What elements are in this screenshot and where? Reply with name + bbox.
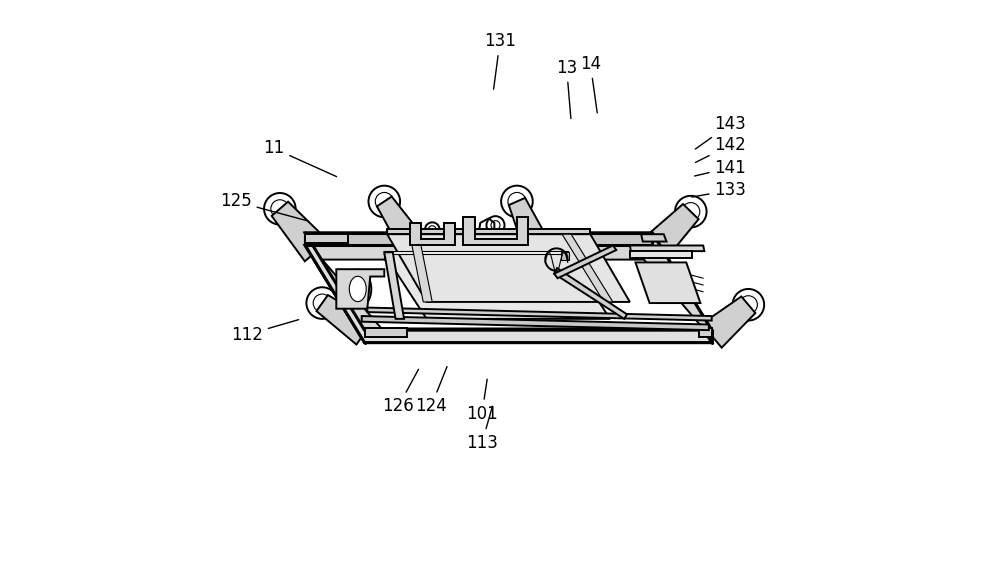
Polygon shape xyxy=(641,204,699,262)
Circle shape xyxy=(658,304,664,310)
Polygon shape xyxy=(384,254,610,319)
Polygon shape xyxy=(384,253,404,319)
Circle shape xyxy=(313,233,324,245)
Text: 113: 113 xyxy=(466,406,498,452)
Circle shape xyxy=(647,233,658,244)
Circle shape xyxy=(655,301,667,312)
Polygon shape xyxy=(635,262,700,303)
Circle shape xyxy=(549,267,562,280)
Polygon shape xyxy=(554,246,616,278)
Text: 125: 125 xyxy=(220,193,308,221)
Circle shape xyxy=(306,287,338,319)
Polygon shape xyxy=(410,223,455,246)
Circle shape xyxy=(372,327,383,339)
Circle shape xyxy=(570,287,588,306)
Polygon shape xyxy=(572,293,606,335)
Circle shape xyxy=(682,202,700,221)
Text: 126: 126 xyxy=(383,369,419,416)
Circle shape xyxy=(541,259,569,288)
Text: 13: 13 xyxy=(556,59,577,119)
Circle shape xyxy=(425,222,440,237)
Text: 124: 124 xyxy=(415,367,447,416)
Circle shape xyxy=(534,253,577,295)
Polygon shape xyxy=(322,259,703,328)
Polygon shape xyxy=(305,246,712,343)
Polygon shape xyxy=(561,253,569,260)
Polygon shape xyxy=(305,233,652,246)
Polygon shape xyxy=(387,229,590,234)
Polygon shape xyxy=(384,253,393,260)
Ellipse shape xyxy=(349,276,366,302)
Text: 133: 133 xyxy=(692,181,746,199)
Circle shape xyxy=(264,193,296,225)
Polygon shape xyxy=(305,234,348,243)
Polygon shape xyxy=(562,234,613,302)
Polygon shape xyxy=(702,296,755,348)
Polygon shape xyxy=(463,217,528,246)
Circle shape xyxy=(368,186,400,217)
Circle shape xyxy=(501,186,533,217)
Polygon shape xyxy=(509,198,545,245)
Text: 11: 11 xyxy=(263,140,337,177)
Polygon shape xyxy=(630,251,692,258)
Polygon shape xyxy=(699,328,712,337)
Polygon shape xyxy=(384,251,568,254)
Circle shape xyxy=(491,221,500,230)
Circle shape xyxy=(699,327,710,339)
Ellipse shape xyxy=(344,270,371,308)
Text: 14: 14 xyxy=(580,55,601,113)
Polygon shape xyxy=(365,328,407,337)
Polygon shape xyxy=(377,197,420,247)
Circle shape xyxy=(508,193,526,210)
Polygon shape xyxy=(367,308,712,320)
Polygon shape xyxy=(641,234,667,242)
Circle shape xyxy=(313,294,331,312)
Circle shape xyxy=(486,216,505,234)
Polygon shape xyxy=(554,268,627,319)
Polygon shape xyxy=(305,233,712,330)
Circle shape xyxy=(640,292,654,306)
Polygon shape xyxy=(362,316,709,330)
Polygon shape xyxy=(316,295,373,344)
Circle shape xyxy=(665,250,673,258)
Circle shape xyxy=(563,280,595,312)
Polygon shape xyxy=(272,202,328,261)
Polygon shape xyxy=(410,234,432,302)
Circle shape xyxy=(428,226,436,234)
Text: 112: 112 xyxy=(231,320,299,344)
Text: 143: 143 xyxy=(695,115,746,149)
Circle shape xyxy=(739,296,757,314)
Circle shape xyxy=(271,200,289,218)
Circle shape xyxy=(643,295,650,302)
Text: 142: 142 xyxy=(696,136,746,162)
Text: 101: 101 xyxy=(466,379,498,423)
Text: 141: 141 xyxy=(695,158,746,177)
Polygon shape xyxy=(387,234,630,302)
Circle shape xyxy=(733,289,764,320)
Circle shape xyxy=(637,250,645,258)
Polygon shape xyxy=(630,246,704,251)
Text: 131: 131 xyxy=(484,32,516,89)
Circle shape xyxy=(675,196,707,227)
Circle shape xyxy=(375,193,393,210)
Polygon shape xyxy=(336,269,384,309)
